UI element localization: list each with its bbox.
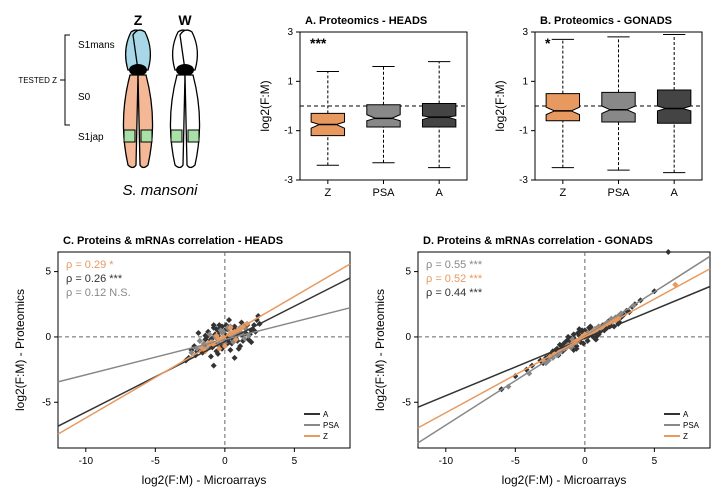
xtick: -5 xyxy=(151,456,160,467)
w-long-left xyxy=(170,75,185,168)
scatter-d: D. Proteins & mRNAs correlation - GONADS… xyxy=(370,230,720,490)
ytick: -3 xyxy=(519,175,528,186)
rho-text: ρ = 0.12 N.S. xyxy=(66,287,131,299)
box xyxy=(546,94,579,121)
box xyxy=(367,105,400,127)
ylabel: log2(F:M) - Proteomics xyxy=(13,289,27,411)
panel-title: D. Proteins & mRNAs correlation - GONADS xyxy=(423,235,653,247)
xlabel: log2(F:M) - Microarrays xyxy=(142,473,267,487)
ytick: 0 xyxy=(45,332,51,343)
ytick: 5 xyxy=(405,267,411,278)
ytick: 3 xyxy=(287,27,293,38)
xtick: 0 xyxy=(222,456,228,467)
z-s0-right xyxy=(138,75,153,168)
xtick: PSA xyxy=(607,187,630,199)
tested-label: TESTED Z xyxy=(18,76,57,85)
legend-label: PSA xyxy=(683,421,700,430)
w-centromere xyxy=(176,64,194,76)
legend-label: A xyxy=(323,410,329,419)
ytick: 1 xyxy=(522,76,528,87)
regline xyxy=(418,286,710,407)
point xyxy=(208,354,214,360)
ytick: -3 xyxy=(284,175,293,186)
xtick: Z xyxy=(324,187,331,199)
ytick: 1 xyxy=(287,76,293,87)
ylabel: log2(F:M) xyxy=(493,80,507,131)
tested-bracket: TESTED Z xyxy=(18,35,70,125)
box xyxy=(602,92,635,122)
point xyxy=(232,355,238,361)
ytick: -1 xyxy=(519,126,528,137)
z-centromere xyxy=(129,64,147,76)
s1jap-label: S1jap xyxy=(78,132,104,143)
ytick: 0 xyxy=(405,332,411,343)
z-s1jap-right xyxy=(141,130,152,142)
xtick: -5 xyxy=(511,456,520,467)
xtick: -10 xyxy=(79,456,94,467)
legend-label: Z xyxy=(323,432,328,441)
w-long-right xyxy=(185,75,200,168)
xtick: -10 xyxy=(439,456,454,467)
ytick: 5 xyxy=(45,267,51,278)
rho-text: ρ = 0.26 *** xyxy=(66,273,123,285)
signif: *** xyxy=(310,35,327,51)
ylabel: log2(F:M) - Proteomics xyxy=(373,289,387,411)
legend-label: A xyxy=(683,410,689,419)
legend-label: PSA xyxy=(323,421,340,430)
point xyxy=(195,330,201,336)
z-s1jap-left xyxy=(124,130,135,142)
xtick: 5 xyxy=(292,456,298,467)
xtick: A xyxy=(435,187,443,199)
box xyxy=(422,104,455,127)
point xyxy=(227,347,233,353)
rho-text: ρ = 0.52 *** xyxy=(426,273,483,285)
z-chrom-label: Z xyxy=(134,12,143,28)
rho-text: ρ = 0.44 *** xyxy=(426,287,483,299)
ylabel: log2(F:M) xyxy=(258,80,272,131)
box xyxy=(657,90,690,123)
ytick: -1 xyxy=(284,126,293,137)
xtick: Z xyxy=(559,187,566,199)
w-s1jap-left xyxy=(171,130,182,142)
legend-label: Z xyxy=(683,432,688,441)
xtick: 0 xyxy=(582,456,588,467)
xtick: 5 xyxy=(652,456,658,467)
signif: * xyxy=(545,35,551,51)
figure-container: Z W TESTED Z xyxy=(10,10,711,492)
ytick: -5 xyxy=(42,397,51,408)
point xyxy=(226,317,232,323)
panel-title: C. Proteins & mRNAs correlation - HEADS xyxy=(63,235,283,247)
s0-label: S0 xyxy=(78,92,91,103)
point xyxy=(211,363,217,369)
xtick: A xyxy=(670,187,678,199)
s1mans-label: S1mans xyxy=(78,40,115,51)
xtick: PSA xyxy=(372,187,395,199)
point xyxy=(665,249,671,255)
rho-text: ρ = 0.55 *** xyxy=(426,259,483,271)
boxplot-b: B. Proteomics - GONADS -3 -1 1 3 log2(F:M) Z PS… xyxy=(490,10,710,210)
panel-title: A. Proteomics - HEADS xyxy=(305,15,427,27)
w-chrom-label: W xyxy=(178,12,192,28)
chromosome-diagram: Z W TESTED Z xyxy=(10,10,230,210)
regline xyxy=(58,308,350,382)
ytick: 3 xyxy=(522,27,528,38)
rho-text: ρ = 0.29 * xyxy=(66,259,114,271)
boxplot-a: A. Proteomics - HEADS -3 -1 1 3 log2(F:M) Z PSA… xyxy=(255,10,475,210)
panel-title: B. Proteomics - GONADS xyxy=(540,15,672,27)
ytick: -5 xyxy=(402,397,411,408)
scatter-c: C. Proteins & mRNAs correlation - HEADS -… xyxy=(10,230,360,490)
species-title: S. mansoni xyxy=(122,182,198,199)
regline xyxy=(58,278,350,426)
z-s0-left xyxy=(123,75,138,168)
xlabel: log2(F:M) - Microarrays xyxy=(502,473,627,487)
w-s1jap-right xyxy=(188,130,199,142)
